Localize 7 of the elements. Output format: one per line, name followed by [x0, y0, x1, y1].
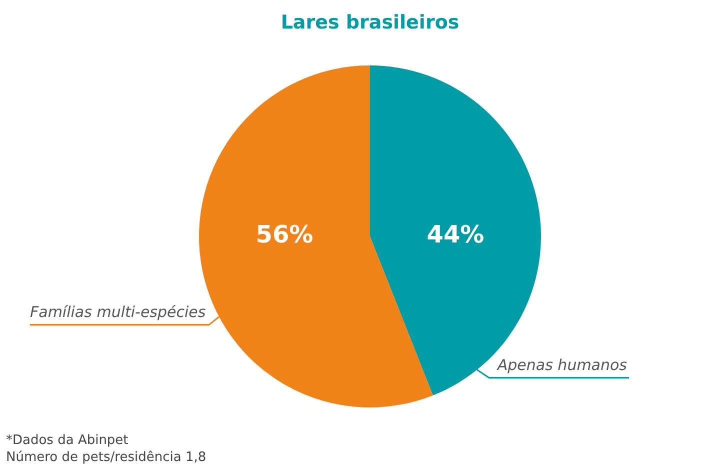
text: *Dados da Abinpet	[6, 432, 130, 449]
slice-label: Famílias multi-espécies	[30, 303, 206, 322]
text: Número de pets/residência 1,8	[6, 449, 206, 466]
slice-label: Apenas humanos	[496, 356, 628, 374]
data-label: 44%	[426, 220, 484, 249]
data-label: 56%	[256, 220, 314, 249]
chart-title: Lares brasileiros	[280, 11, 460, 34]
